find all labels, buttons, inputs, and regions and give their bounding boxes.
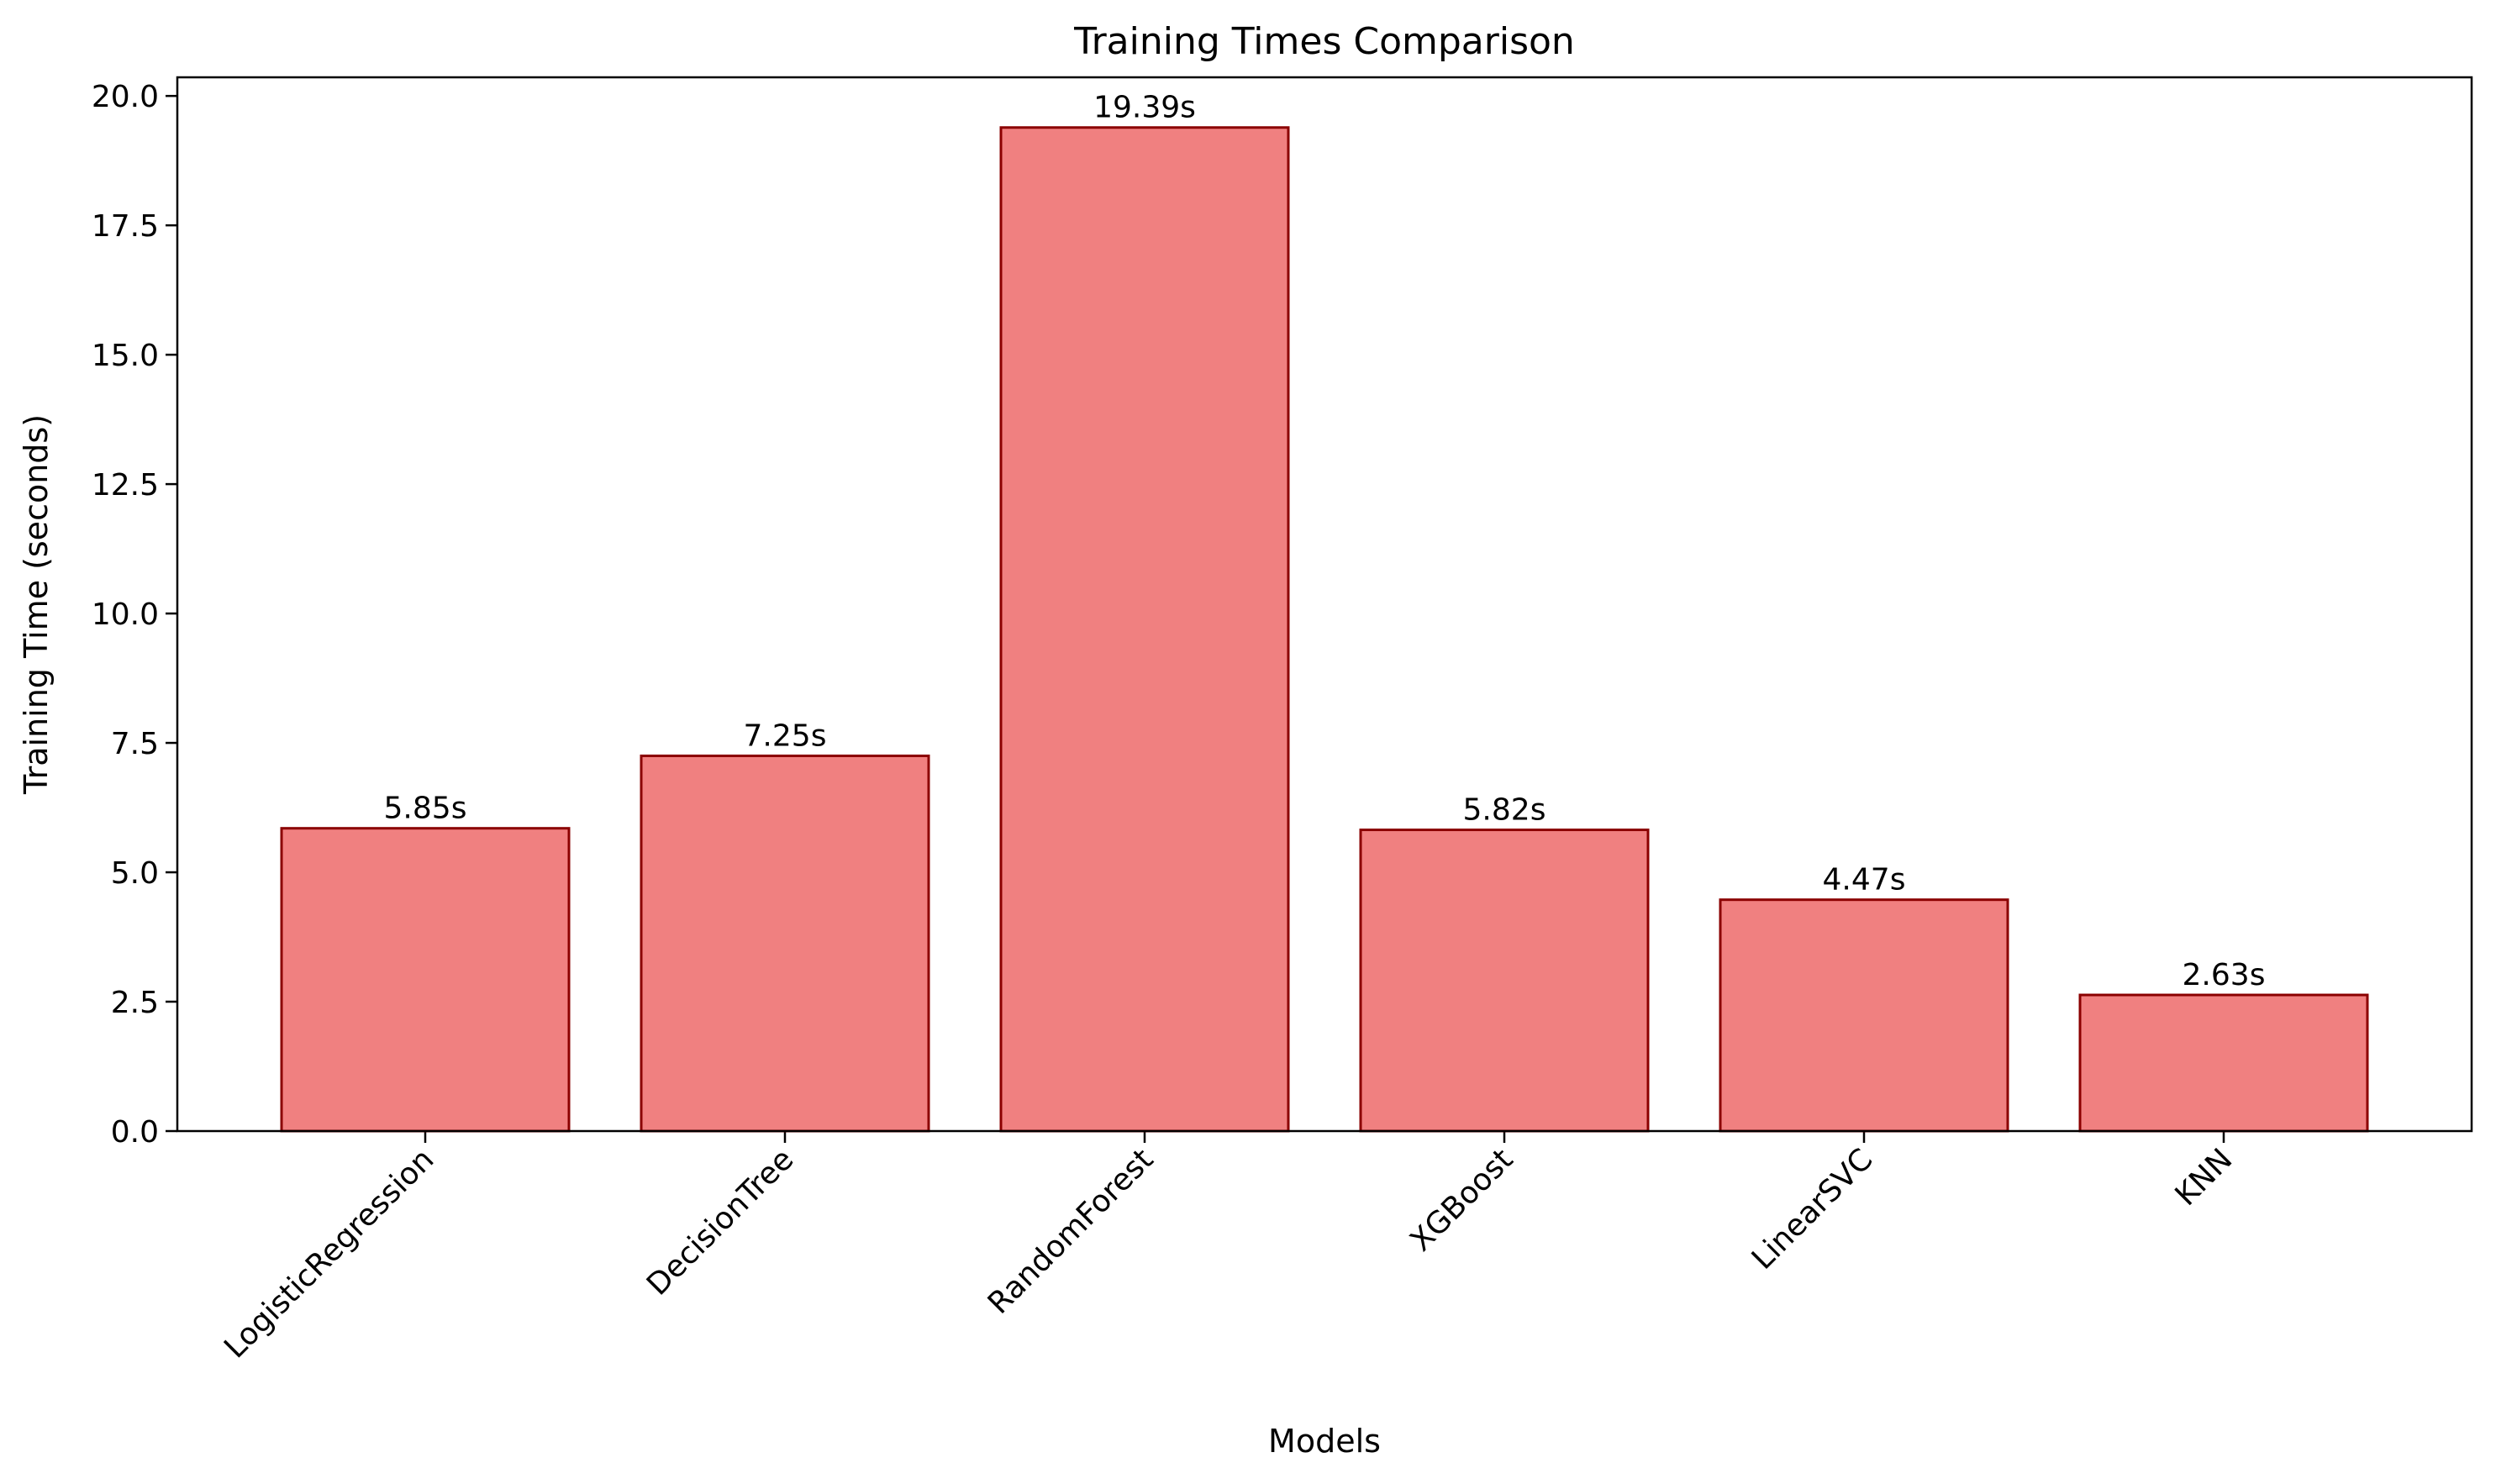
bar <box>280 827 571 1133</box>
y-tick-label: 0.0 <box>111 1115 159 1150</box>
y-tick-label: 15.0 <box>92 339 159 373</box>
x-axis-title: Models <box>1268 1423 1381 1460</box>
bar <box>1719 898 2009 1133</box>
y-tick-label: 20.0 <box>92 80 159 114</box>
y-tick-label: 17.5 <box>92 209 159 244</box>
plot-frame <box>176 76 2473 1133</box>
y-tick-label: 12.5 <box>92 468 159 503</box>
bar-value-label: 5.82s <box>1463 793 1546 828</box>
y-tick-label: 2.5 <box>111 986 159 1020</box>
y-tick-label: 7.5 <box>111 727 159 761</box>
chart-title: Training Times Comparison <box>1073 20 1575 63</box>
bar <box>640 754 930 1133</box>
bar <box>1359 829 1650 1133</box>
data-labels: 5.85s 7.25s 19.39s 5.82s 4.47s 2.63s <box>384 91 2266 992</box>
bar-value-label: 19.39s <box>1093 91 1196 125</box>
y-tick-label: 5.0 <box>111 856 159 891</box>
bar <box>2078 993 2369 1133</box>
bar-value-label: 4.47s <box>1823 863 1906 897</box>
y-axis: 0.0 2.5 5.0 7.5 10.0 12.5 15.0 17.5 20.0 <box>92 80 177 1150</box>
bar-value-label: 5.85s <box>384 792 467 826</box>
y-tick-label: 10.0 <box>92 597 159 632</box>
bar-value-label: 2.63s <box>2183 958 2266 992</box>
y-axis-title: Training Time (seconds) <box>18 414 55 795</box>
bars <box>280 126 2369 1133</box>
bar <box>999 126 1290 1133</box>
bar-value-label: 7.25s <box>744 718 827 753</box>
